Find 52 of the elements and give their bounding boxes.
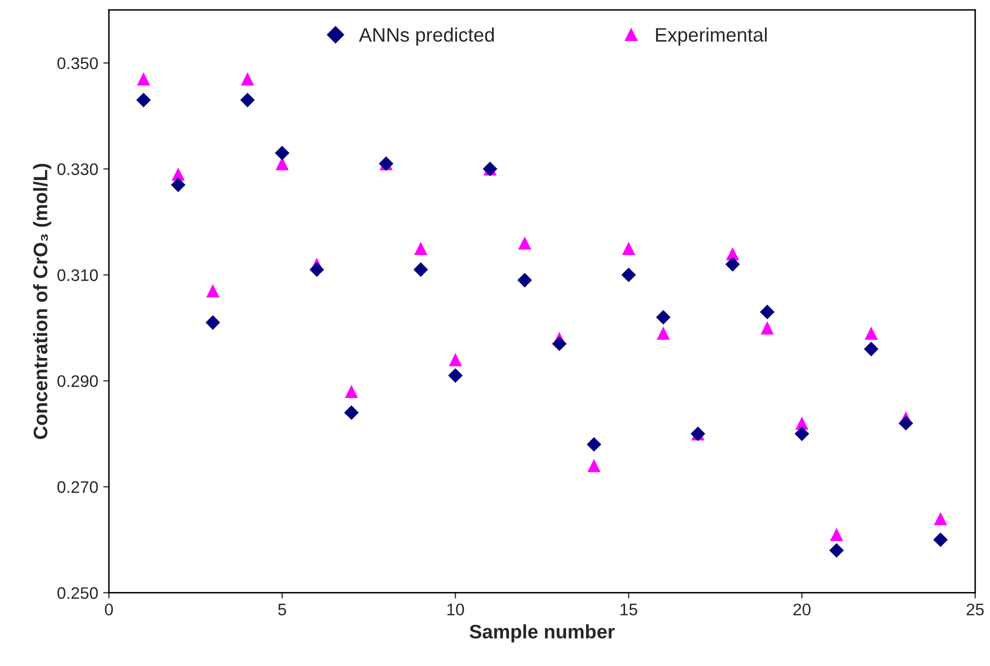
point bbox=[760, 321, 774, 334]
point bbox=[274, 146, 290, 160]
point bbox=[864, 342, 878, 356]
y-tick-label: 0.350 bbox=[57, 57, 98, 70]
point bbox=[240, 92, 255, 108]
point bbox=[656, 310, 671, 325]
x-axis-title: Sample number bbox=[470, 624, 615, 642]
x-tick-label: 20 bbox=[793, 604, 811, 616]
point bbox=[621, 268, 636, 282]
point bbox=[276, 157, 289, 170]
point bbox=[136, 72, 150, 86]
point bbox=[829, 543, 844, 558]
point bbox=[413, 262, 428, 277]
point bbox=[864, 326, 878, 340]
point bbox=[448, 353, 462, 366]
y-tick-label: 0.310 bbox=[57, 269, 98, 282]
y-tick-label: 0.270 bbox=[57, 481, 98, 493]
x-tick-label: 10 bbox=[447, 604, 464, 616]
point bbox=[898, 416, 914, 430]
x-tick-label: 25 bbox=[966, 604, 984, 616]
point bbox=[170, 178, 186, 192]
point bbox=[933, 532, 948, 548]
point bbox=[206, 284, 220, 298]
point bbox=[586, 437, 602, 452]
point bbox=[240, 72, 254, 86]
point bbox=[517, 272, 532, 288]
y-tick-label: 0.250 bbox=[57, 587, 98, 599]
point bbox=[587, 459, 601, 472]
point bbox=[552, 336, 567, 352]
y-tick-label: 0.290 bbox=[57, 375, 98, 388]
legend-label: Experimental bbox=[656, 27, 767, 46]
point bbox=[206, 315, 220, 330]
point bbox=[414, 242, 428, 255]
point bbox=[344, 405, 359, 420]
x-tick-label: 0 bbox=[104, 604, 113, 616]
point bbox=[830, 528, 844, 542]
point bbox=[760, 304, 775, 320]
point bbox=[794, 426, 810, 442]
point bbox=[136, 92, 151, 108]
x-tick-label: 5 bbox=[278, 604, 286, 616]
point bbox=[310, 262, 324, 277]
point bbox=[725, 256, 740, 272]
point bbox=[448, 368, 463, 383]
point bbox=[518, 236, 532, 250]
y-tick-label: 0.330 bbox=[57, 163, 98, 176]
point bbox=[656, 326, 670, 340]
x-tick-label: 15 bbox=[620, 604, 638, 616]
y-axis-title: Concentration of CrO₃ (mol/L) bbox=[33, 164, 52, 439]
legend-label: ANNs predicted bbox=[358, 27, 494, 46]
point bbox=[622, 242, 636, 255]
point bbox=[934, 512, 948, 526]
point bbox=[344, 384, 358, 398]
